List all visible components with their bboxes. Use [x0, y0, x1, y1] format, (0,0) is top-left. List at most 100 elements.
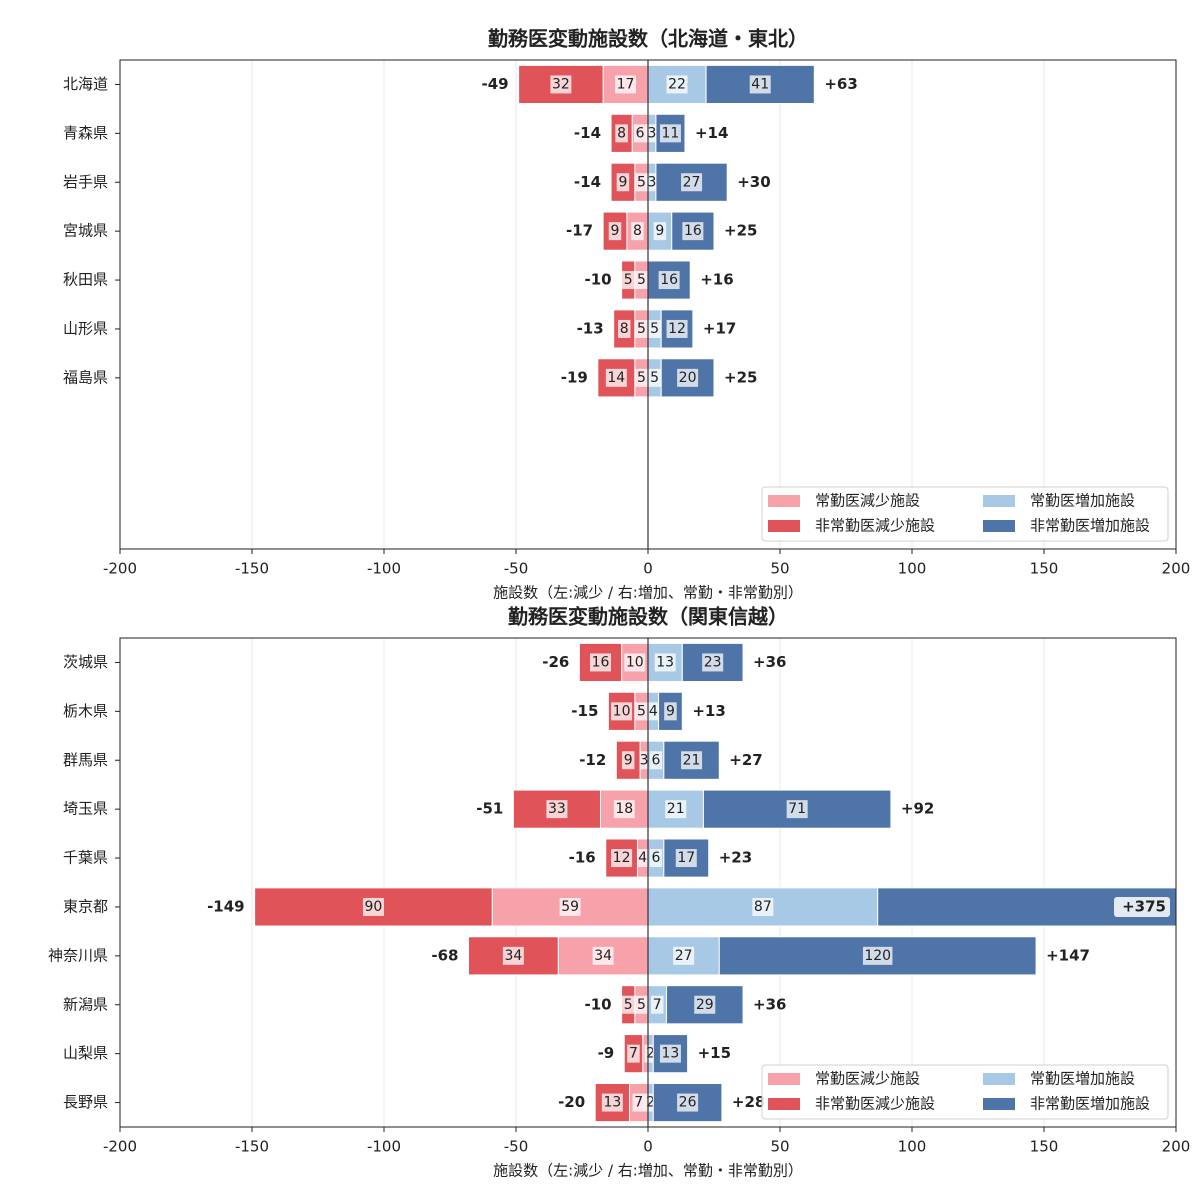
legend-swatch	[768, 1098, 800, 1110]
y-tick-label: 千葉県	[63, 849, 108, 867]
value-label: 13	[603, 1095, 621, 1111]
label-bg	[664, 702, 677, 721]
label-bg	[682, 222, 704, 241]
label-bg	[502, 946, 524, 965]
y-tick-label: 北海道	[63, 75, 108, 93]
label-bg	[624, 653, 646, 672]
value-label: 2	[646, 1095, 655, 1111]
total-label: +28	[732, 1093, 765, 1111]
total-label: -12	[579, 751, 606, 769]
y-tick-label: 茨城県	[63, 653, 108, 671]
total-label: +36	[753, 995, 786, 1013]
label-bg	[1114, 896, 1170, 917]
value-label: 87	[754, 899, 772, 915]
value-label: 5	[637, 174, 646, 190]
value-label: 14	[607, 370, 625, 386]
total-label: +17	[703, 319, 736, 337]
value-label: 120	[864, 948, 891, 964]
value-label: 6	[651, 850, 660, 866]
legend-label: 非常勤医増加施設	[1030, 517, 1150, 535]
label-bg	[681, 173, 703, 192]
legend-box	[761, 1064, 1169, 1120]
label-bg	[627, 1044, 640, 1063]
total-label: +25	[724, 222, 757, 240]
bar	[652, 1034, 689, 1074]
label-bg	[592, 946, 614, 965]
value-label: 12	[668, 321, 686, 337]
label-bg	[694, 995, 716, 1014]
label-bg	[649, 849, 663, 868]
y-tick-label: 東京都	[63, 897, 108, 915]
x-axis-label: 施設数（左:減少 / 右:増加、常勤・非常勤別）	[493, 1162, 803, 1180]
label-bg	[621, 751, 635, 770]
legend-swatch	[768, 495, 800, 507]
y-tick-label: 新潟県	[63, 995, 108, 1013]
value-label: 3	[647, 174, 656, 190]
y-tick-label: 福島県	[63, 368, 108, 386]
x-tick-label: -200	[103, 560, 137, 578]
label-bg	[786, 800, 808, 819]
label-bg	[650, 995, 664, 1014]
total-label: -15	[571, 702, 598, 720]
legend-swatch	[983, 495, 1015, 507]
y-tick-label: 群馬県	[63, 751, 108, 769]
value-label: 12	[613, 850, 631, 866]
x-tick-label: 200	[1162, 560, 1191, 578]
plot-frame	[119, 637, 1177, 1128]
label-bg	[611, 849, 633, 868]
x-tick-label: 50	[770, 560, 789, 578]
value-label: 5	[637, 997, 646, 1013]
label-bg	[613, 800, 635, 819]
legend-swatch	[768, 520, 800, 532]
label-bg	[635, 702, 648, 721]
label-bg	[677, 1093, 699, 1112]
x-tick-label: 150	[1030, 1138, 1059, 1156]
value-label: 10	[613, 703, 631, 719]
label-bg	[645, 173, 659, 192]
label-bg	[635, 368, 648, 387]
total-label: +92	[901, 800, 934, 818]
legend-swatch	[983, 520, 1015, 532]
label-bg	[550, 75, 572, 94]
total-label: -14	[574, 173, 601, 191]
total-label: +23	[719, 849, 752, 867]
value-label: 21	[667, 801, 685, 817]
x-tick-label: -100	[367, 560, 401, 578]
total-label: +147	[1046, 946, 1090, 964]
y-tick-label: 宮城県	[63, 222, 108, 240]
value-label: 59	[561, 899, 579, 915]
x-tick-label: 0	[643, 1138, 653, 1156]
x-axis-label: 施設数（左:減少 / 右:増加、常勤・非常勤別）	[493, 584, 803, 602]
x-tick-label: -200	[103, 1138, 137, 1156]
label-bg	[608, 222, 622, 241]
label-bg	[637, 751, 651, 770]
label-bg	[546, 800, 568, 819]
chart-title: 勤務医変動施設数（関東信越）	[508, 605, 788, 629]
value-label: 34	[504, 948, 522, 964]
label-bg	[615, 124, 628, 143]
x-tick-label: 100	[898, 1138, 927, 1156]
label-bg	[659, 124, 681, 143]
label-bg	[615, 75, 637, 94]
total-label: -13	[577, 319, 604, 337]
label-bg	[647, 702, 660, 721]
value-label: 26	[679, 1095, 697, 1111]
value-label: 10	[626, 654, 644, 670]
total-label: -68	[431, 946, 458, 964]
y-tick-label: 埼玉県	[63, 800, 108, 818]
label-bg	[616, 173, 630, 192]
label-bg	[862, 946, 893, 965]
value-label: 9	[618, 174, 627, 190]
x-tick-label: 150	[1030, 560, 1059, 578]
plot-frame	[119, 59, 1177, 550]
label-bg	[675, 849, 697, 868]
value-label: 5	[637, 321, 646, 337]
legend-label: 常勤医減少施設	[815, 1070, 920, 1088]
value-label: 3	[640, 752, 649, 768]
value-label: 5	[637, 703, 646, 719]
value-label: 5	[624, 272, 633, 288]
total-label: -49	[482, 75, 509, 93]
value-label: 33	[548, 801, 566, 817]
label-bg	[621, 271, 635, 290]
value-label: 18	[615, 801, 633, 817]
